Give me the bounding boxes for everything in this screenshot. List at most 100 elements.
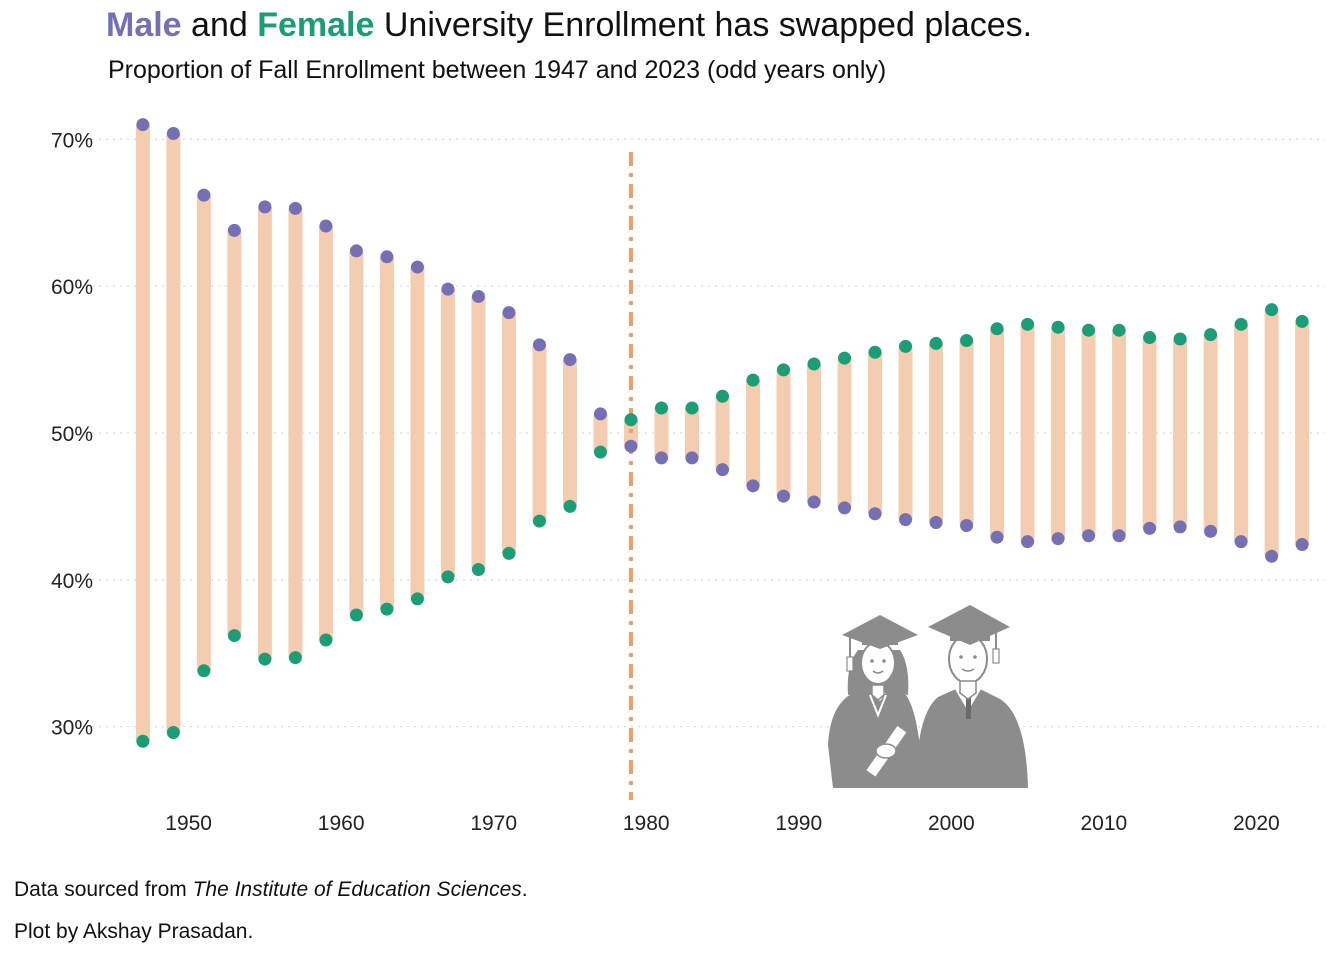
female-point <box>654 401 668 415</box>
female-point <box>471 563 485 577</box>
male-point <box>380 250 394 264</box>
female-point <box>563 499 577 513</box>
y-tick-label: 60% <box>51 276 93 299</box>
female-point <box>1295 314 1309 328</box>
segment <box>654 408 669 458</box>
segment <box>1173 339 1188 527</box>
segment <box>1234 324 1249 542</box>
male-point <box>624 439 638 453</box>
x-tick-label: 1980 <box>623 812 670 835</box>
segment <box>898 346 913 520</box>
male-point <box>441 282 455 296</box>
female-point <box>716 389 729 403</box>
segment <box>1081 330 1096 536</box>
female-point <box>685 401 699 415</box>
title-male-word: Male <box>106 6 182 44</box>
x-tick-label: 2000 <box>928 812 975 835</box>
female-point <box>899 339 913 353</box>
caption-source-name: The Institute of Education Sciences <box>192 878 522 901</box>
segment <box>288 208 303 658</box>
female-point <box>532 514 546 528</box>
male-point <box>685 451 699 465</box>
segment <box>135 124 150 742</box>
x-tick-label: 1970 <box>470 812 517 835</box>
segment <box>929 343 944 523</box>
segment <box>501 312 516 554</box>
female-point <box>624 413 638 427</box>
title-female-word: Female <box>257 6 375 44</box>
segment <box>1020 324 1035 542</box>
caption-source-prefix: Data sourced from <box>14 878 193 901</box>
title-rest: University Enrollment has swapped places… <box>374 6 1033 44</box>
male-point <box>502 306 516 320</box>
segment <box>440 289 455 577</box>
segment <box>959 340 974 526</box>
female-point <box>1021 317 1035 331</box>
x-tick-label: 2010 <box>1080 812 1127 835</box>
male-point <box>410 260 424 274</box>
segment <box>532 344 547 522</box>
male-point <box>1234 535 1248 549</box>
segment <box>196 195 211 671</box>
segment <box>379 256 394 610</box>
segment <box>1264 309 1279 557</box>
female-point <box>1051 320 1065 334</box>
caption-source-suffix: . <box>521 878 528 901</box>
female-point <box>746 373 760 387</box>
segment <box>593 413 608 453</box>
female-point <box>593 445 607 459</box>
male-point <box>563 353 577 367</box>
male-point <box>990 530 1004 544</box>
female-point <box>1112 323 1126 337</box>
caption-author: Plot by Akshay Prasadan. <box>14 920 254 943</box>
male-point <box>1173 520 1187 534</box>
female-point <box>1082 323 1096 337</box>
chart-title: Male and Female University Enrollment ha… <box>106 6 1032 45</box>
segment <box>1295 321 1310 545</box>
caption-source: Data sourced from The Institute of Educa… <box>14 878 528 902</box>
segment <box>1051 327 1066 539</box>
female-point <box>1234 317 1248 331</box>
male-point <box>868 507 882 521</box>
female-point <box>227 629 241 643</box>
x-tick-label: 2020 <box>1233 812 1280 835</box>
segment <box>1112 330 1127 536</box>
segment <box>562 359 577 507</box>
female-point <box>838 351 852 365</box>
female-point <box>197 664 211 678</box>
graduates-icon <box>828 605 1028 788</box>
male-point <box>807 495 821 509</box>
male-point <box>1295 538 1309 552</box>
segment <box>746 380 761 486</box>
segment <box>227 230 242 636</box>
segment <box>318 225 333 640</box>
y-axis: 30% 40% 50% 60% 70% <box>51 129 93 739</box>
male-point <box>532 338 546 352</box>
segment <box>684 408 699 458</box>
segment <box>257 206 272 660</box>
title-and-word: and <box>181 6 258 44</box>
gridlines <box>92 138 1325 728</box>
female-point <box>1143 331 1157 345</box>
male-point <box>349 244 363 258</box>
male-point <box>746 479 760 493</box>
male-point <box>960 518 974 532</box>
segment <box>990 328 1005 538</box>
dots <box>136 118 1309 748</box>
female-point <box>288 651 302 665</box>
female-point <box>777 363 791 377</box>
female-point <box>258 652 272 666</box>
male-point <box>1204 524 1218 538</box>
female-point <box>349 608 363 622</box>
female-point <box>1265 303 1279 317</box>
x-tick-label: 1960 <box>318 812 365 835</box>
male-point <box>319 219 333 233</box>
y-tick-label: 30% <box>51 717 93 740</box>
male-point <box>1143 521 1157 535</box>
segment <box>471 296 486 570</box>
male-point <box>1082 529 1096 543</box>
x-axis: 1950 1960 1970 1980 1990 2000 2010 2020 <box>165 812 1279 835</box>
segment <box>868 352 883 514</box>
segment <box>1203 334 1218 532</box>
male-point <box>166 126 180 140</box>
